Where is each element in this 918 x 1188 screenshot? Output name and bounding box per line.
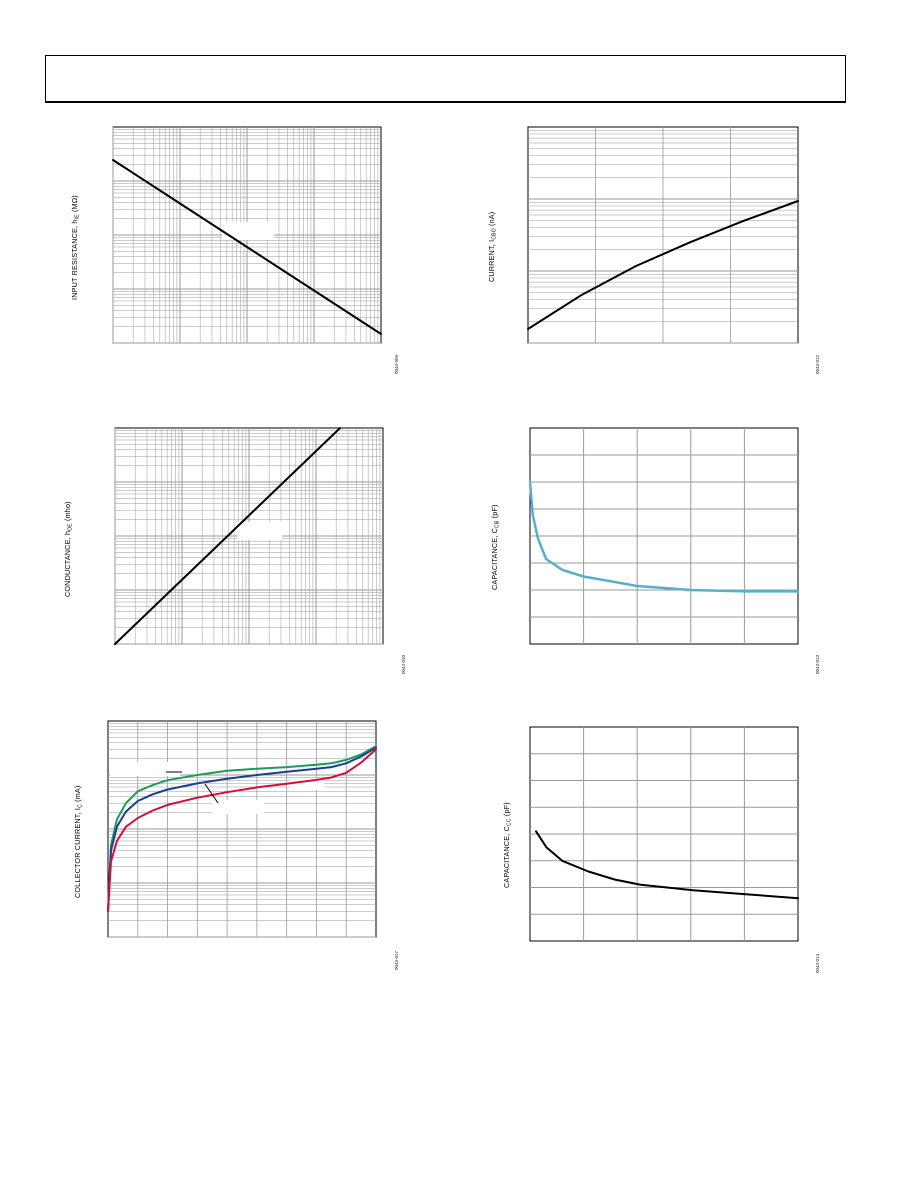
data-series-line [112, 159, 382, 335]
label-mask [110, 762, 180, 776]
data-series-line-1 [107, 745, 377, 913]
data-series-line [528, 480, 800, 593]
data-series-line-2 [107, 746, 377, 913]
page-header-box [45, 55, 846, 103]
label-mask [222, 222, 274, 240]
data-series-line [535, 830, 799, 900]
data-series-line [527, 200, 799, 330]
label-mask [212, 800, 264, 814]
annotation-pointer [204, 783, 219, 804]
data-series-line [114, 427, 342, 645]
label-mask [238, 522, 282, 540]
figure-id: 0043-014 [815, 953, 820, 973]
